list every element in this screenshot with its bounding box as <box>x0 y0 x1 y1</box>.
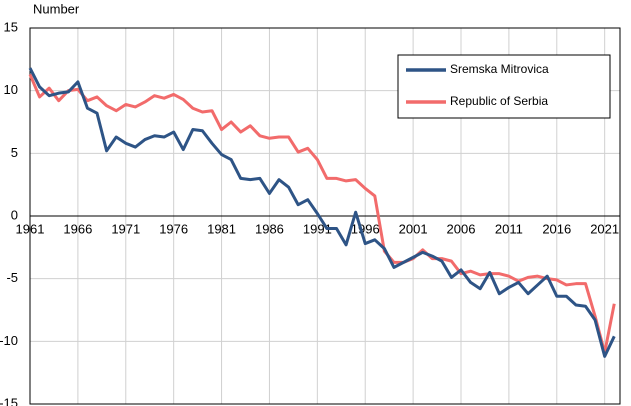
x-tick-label: 1986 <box>255 221 284 236</box>
legend-label: Republic of Serbia <box>450 94 548 108</box>
y-tick-label: -10 <box>0 333 18 348</box>
x-tick-label: 1981 <box>207 221 236 236</box>
x-tick-label: 2021 <box>590 221 619 236</box>
plot-border <box>29 27 621 405</box>
legend-label: Sremska Mitrovica <box>450 62 549 76</box>
line-series <box>28 73 616 355</box>
y-tick-label: -5 <box>6 270 18 285</box>
y-tick-label: 0 <box>11 207 18 222</box>
y-axis-label: Number <box>33 1 80 16</box>
y-tick-label: 10 <box>4 82 18 97</box>
y-tick-label: 5 <box>11 145 18 160</box>
legend-box <box>397 54 611 119</box>
x-tick-label: 1966 <box>63 221 92 236</box>
x-tick-label: 2001 <box>399 221 428 236</box>
y-tick-label: 15 <box>4 19 18 34</box>
x-tick-label: 2016 <box>542 221 571 236</box>
x-tick-label: 1971 <box>111 221 140 236</box>
x-tick-label: 2011 <box>495 221 523 236</box>
line-series <box>28 67 616 358</box>
y-tick-label: -15 <box>0 395 18 406</box>
x-tick-label: 2006 <box>447 221 476 236</box>
x-tick-label: 1996 <box>351 221 380 236</box>
x-tick-label: 1976 <box>159 221 188 236</box>
